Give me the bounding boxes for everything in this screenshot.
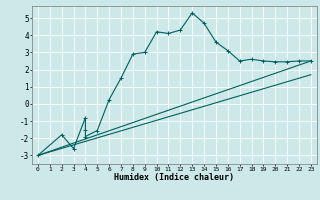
X-axis label: Humidex (Indice chaleur): Humidex (Indice chaleur) <box>115 173 234 182</box>
